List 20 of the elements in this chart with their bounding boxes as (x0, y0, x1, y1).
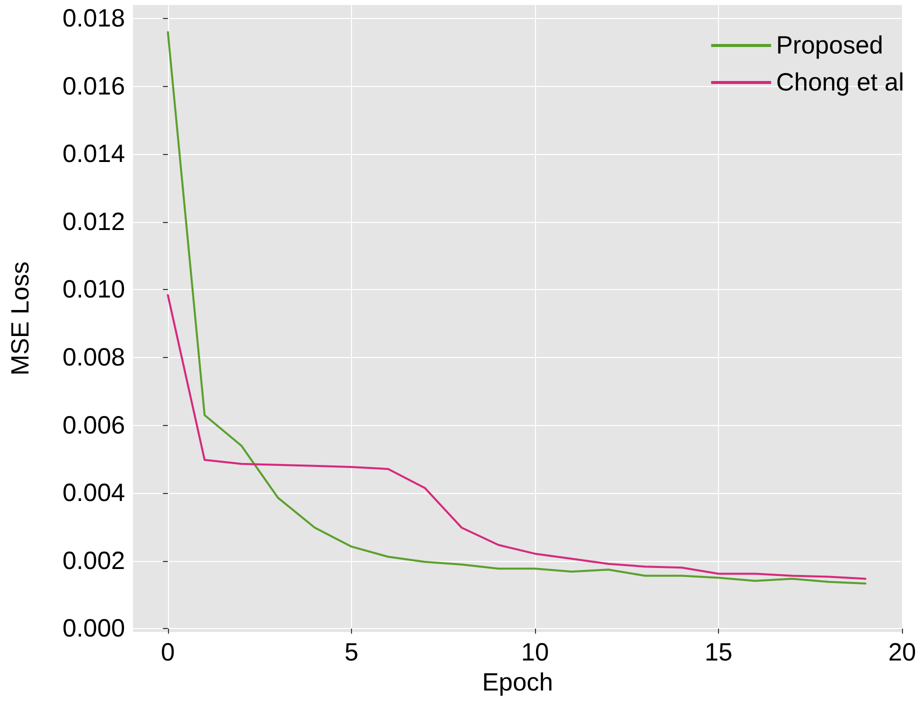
y-tick-label: 0.006 (62, 411, 125, 440)
y-axis-title: MSE Loss (6, 262, 34, 376)
y-tick-label: 0.016 (62, 72, 125, 100)
x-tick-label: 15 (704, 638, 732, 666)
y-tick-label: 0.012 (62, 208, 125, 236)
y-tick-label: 0.014 (62, 140, 126, 168)
legend-label: Chong et al (776, 68, 904, 96)
legend-label: Proposed (776, 32, 884, 60)
line-series (166, 294, 866, 580)
x-axis-title: Epoch (482, 668, 553, 696)
x-tick-label: 10 (521, 638, 549, 666)
y-tick-label: 0.000 (62, 614, 125, 643)
y-tick-label: 0.018 (62, 4, 125, 33)
x-tick-label: 20 (888, 638, 916, 666)
x-tick-label: 0 (160, 638, 175, 666)
y-tick-label: 0.008 (62, 343, 125, 372)
y-tick-label: 0.004 (62, 479, 126, 508)
y-tick-label: 0.002 (62, 546, 125, 575)
y-tick-label: 0.010 (62, 276, 125, 304)
x-tick-label: 5 (344, 638, 358, 666)
